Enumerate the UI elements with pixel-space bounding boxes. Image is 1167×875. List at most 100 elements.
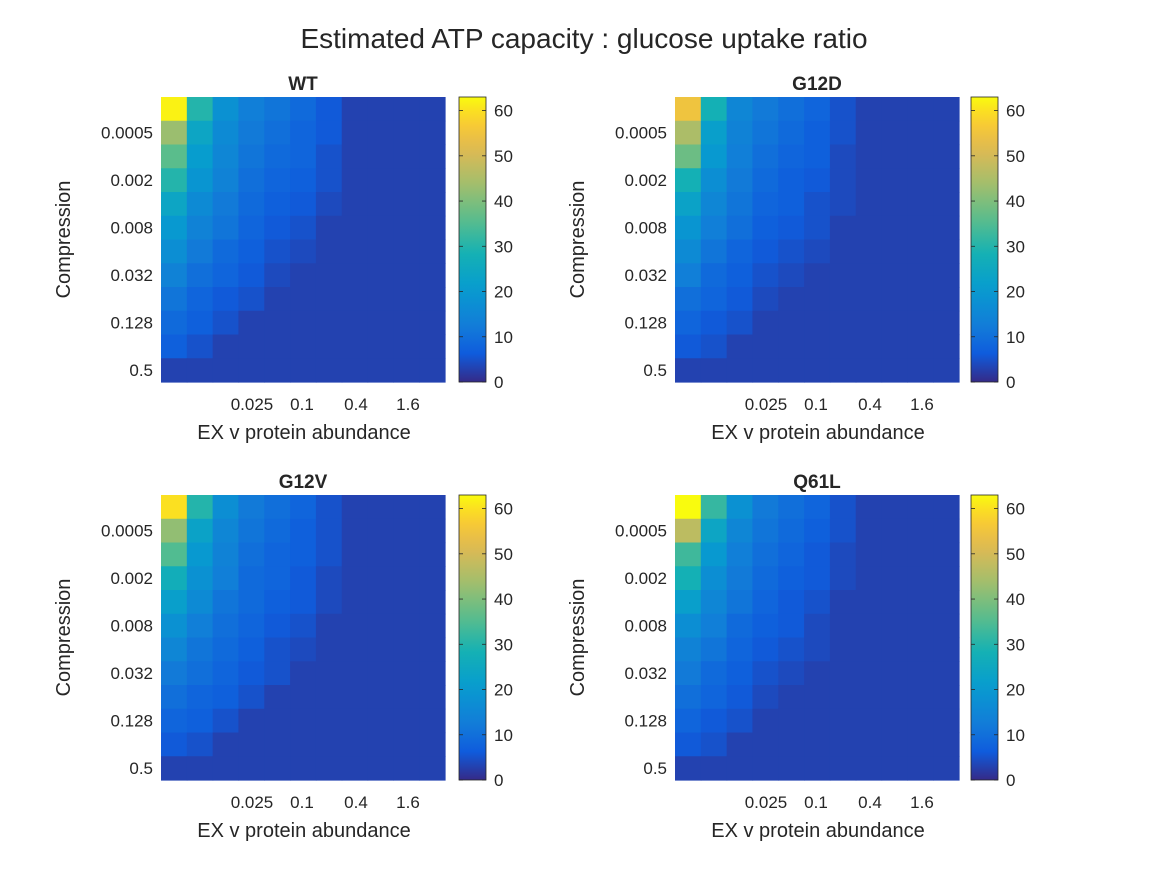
heatmap-cell bbox=[907, 239, 934, 264]
heatmap-cell bbox=[907, 542, 934, 567]
y-tick-label: 0.032 bbox=[624, 664, 667, 683]
heatmap-cell bbox=[675, 708, 702, 734]
heatmap-cell bbox=[675, 756, 702, 781]
heatmap-cell bbox=[341, 685, 369, 710]
heatmap-cell bbox=[804, 192, 831, 217]
heatmap-cell bbox=[341, 287, 369, 312]
heatmap-cell bbox=[675, 542, 702, 567]
heatmap-cell bbox=[829, 495, 857, 520]
heatmap-cell bbox=[700, 120, 728, 146]
heatmap-cell bbox=[367, 239, 394, 264]
heatmap-cell bbox=[419, 358, 446, 383]
heatmap-cell bbox=[933, 756, 960, 781]
heatmap-cell bbox=[341, 613, 369, 639]
colorbar bbox=[458, 96, 487, 383]
heatmap-cell bbox=[804, 287, 831, 312]
heatmap-cell bbox=[367, 756, 394, 781]
heatmap-cell bbox=[290, 518, 317, 544]
heatmap-cell bbox=[161, 239, 188, 264]
heatmap-cell bbox=[881, 239, 908, 264]
heatmap-cell bbox=[212, 495, 240, 520]
heatmap-cell bbox=[393, 120, 420, 146]
heatmap-cell bbox=[290, 661, 317, 686]
heatmap-cell bbox=[419, 168, 446, 193]
y-tick-label: 0.032 bbox=[624, 266, 667, 285]
heatmap-cell bbox=[393, 495, 420, 520]
heatmap-cell bbox=[700, 334, 728, 359]
heatmap-cell bbox=[752, 334, 779, 359]
heatmap-cell bbox=[315, 358, 343, 383]
heatmap-cell bbox=[264, 310, 291, 336]
heatmap-cell bbox=[341, 168, 369, 193]
heatmap-cell bbox=[700, 239, 728, 264]
heatmap-cell bbox=[238, 334, 265, 359]
heatmap-cell bbox=[726, 542, 754, 567]
y-tick-label: 0.008 bbox=[624, 219, 667, 238]
heatmap-cell bbox=[186, 756, 214, 781]
heatmap-cell bbox=[212, 590, 240, 615]
heatmap-cell bbox=[804, 239, 831, 264]
heatmap-cell bbox=[804, 661, 831, 686]
heatmap-cell bbox=[341, 97, 369, 122]
heatmap-cell bbox=[855, 518, 883, 544]
heatmap-cell bbox=[752, 542, 779, 567]
heatmap-cell bbox=[752, 756, 779, 781]
heatmap-cell bbox=[829, 120, 857, 146]
heatmap-cell bbox=[881, 263, 908, 288]
heatmap-cell bbox=[675, 168, 702, 193]
heatmap-cell bbox=[933, 334, 960, 359]
y-tick-label: 0.5 bbox=[129, 361, 153, 380]
heatmap-cell bbox=[393, 263, 420, 288]
heatmap-cell bbox=[855, 168, 883, 193]
heatmap-cell bbox=[778, 590, 805, 615]
heatmap-cell bbox=[367, 708, 394, 734]
x-tick-label: 0.025 bbox=[745, 395, 788, 414]
heatmap-cell bbox=[907, 263, 934, 288]
heatmap-cell bbox=[804, 263, 831, 288]
heatmap-cell bbox=[881, 637, 908, 662]
heatmap-cell bbox=[238, 192, 265, 217]
heatmap-cell bbox=[855, 287, 883, 312]
heatmap-cell bbox=[933, 192, 960, 217]
y-tick-label: 0.128 bbox=[624, 712, 667, 731]
heatmap-cell bbox=[315, 239, 343, 264]
heatmap-cell bbox=[675, 495, 702, 520]
heatmap-cell bbox=[675, 287, 702, 312]
heatmap-cell bbox=[933, 637, 960, 662]
heatmap-cell bbox=[881, 661, 908, 686]
heatmap-cell bbox=[933, 495, 960, 520]
heatmap-cell bbox=[315, 287, 343, 312]
heatmap-cell bbox=[341, 120, 369, 146]
heatmap-cell bbox=[341, 566, 369, 591]
heatmap-cell bbox=[778, 215, 805, 241]
colorbar bbox=[970, 494, 999, 781]
heatmap-cell bbox=[367, 97, 394, 122]
heatmap-cell bbox=[290, 637, 317, 662]
heatmap-cell bbox=[367, 518, 394, 544]
y-axis-label: Compression bbox=[53, 579, 75, 697]
heatmap-cell bbox=[212, 613, 240, 639]
heatmap-cell bbox=[238, 518, 265, 544]
heatmap-cell bbox=[726, 358, 754, 383]
colorbar-tick-label: 60 bbox=[494, 102, 513, 121]
heatmap-cell bbox=[829, 661, 857, 686]
heatmap-cell bbox=[829, 144, 857, 169]
heatmap-cell bbox=[161, 518, 188, 544]
heatmap-cell bbox=[264, 97, 291, 122]
heatmap-cell bbox=[238, 732, 265, 757]
heatmap-cell bbox=[726, 120, 754, 146]
heatmap-cell bbox=[341, 144, 369, 169]
heatmap-cell bbox=[700, 542, 728, 567]
colorbar-tick-label: 10 bbox=[1006, 328, 1025, 347]
heatmap-cell bbox=[907, 144, 934, 169]
heatmap-cell bbox=[393, 310, 420, 336]
heatmap-cell bbox=[752, 168, 779, 193]
heatmap-cell bbox=[290, 215, 317, 241]
colorbar-tick-label: 0 bbox=[494, 771, 503, 790]
heatmap-cell bbox=[778, 613, 805, 639]
heatmap-cell bbox=[341, 518, 369, 544]
colorbar-tick-label: 50 bbox=[494, 147, 513, 166]
heatmap-cell bbox=[829, 708, 857, 734]
heatmap-cell bbox=[393, 358, 420, 383]
heatmap-cell bbox=[804, 637, 831, 662]
